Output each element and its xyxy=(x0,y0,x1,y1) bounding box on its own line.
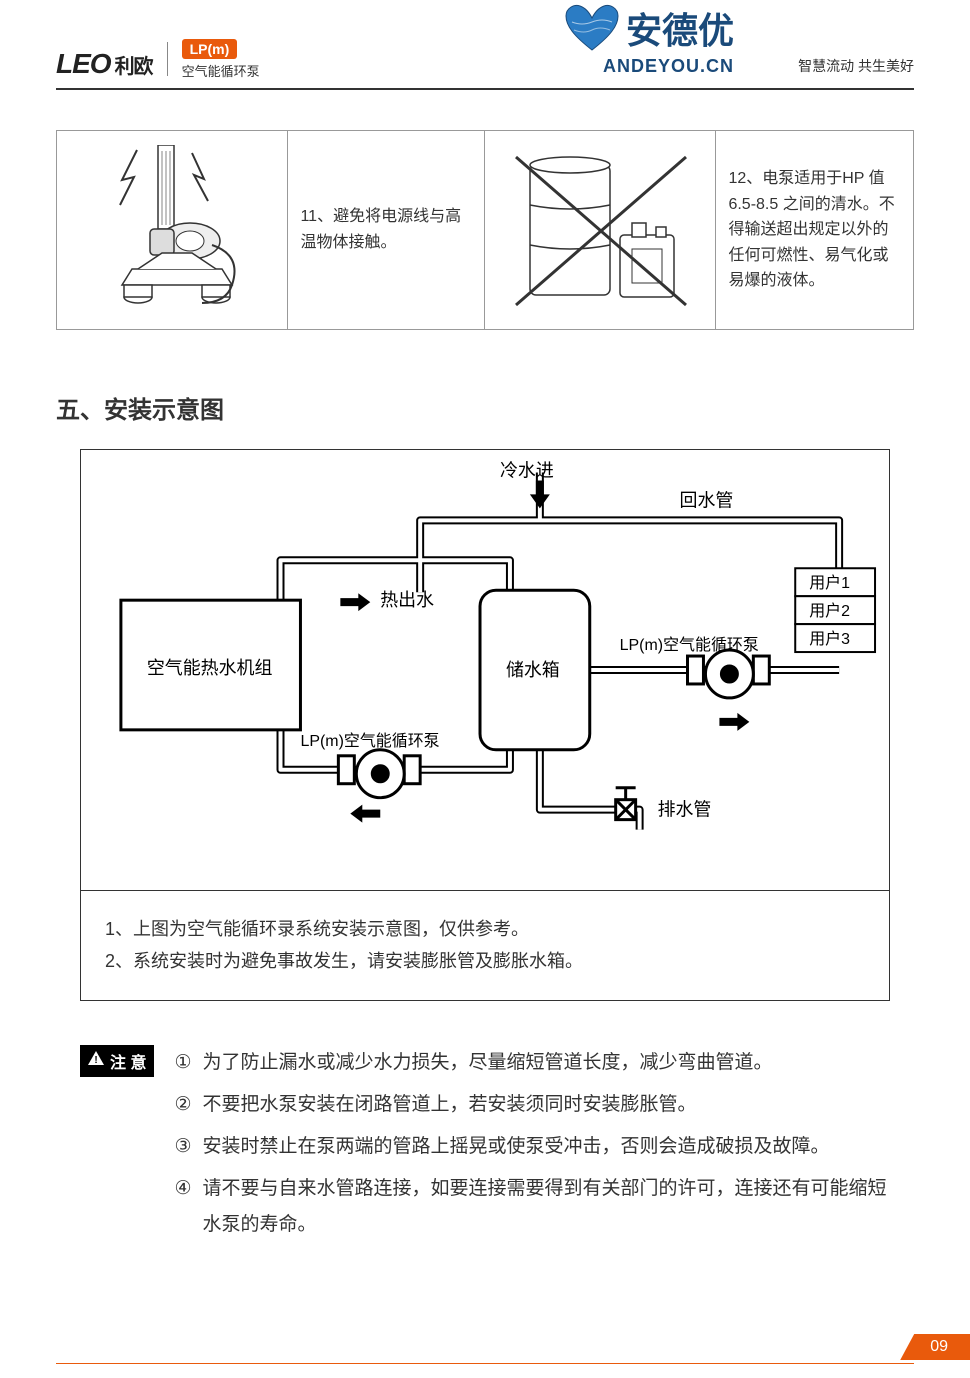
product-subtitle: 空气能循环泵 xyxy=(182,61,260,80)
label-user1: 用户1 xyxy=(809,574,850,592)
label-hot-out: 热出水 xyxy=(380,590,434,610)
label-pump-right: LP(m)空气能循环泵 xyxy=(620,636,759,654)
no-flammable-icon xyxy=(500,145,700,315)
warning-12-image xyxy=(485,131,716,329)
pump-hot-icon xyxy=(82,145,262,315)
header-divider xyxy=(167,42,168,76)
page-header: LEO利欧 LP(m) 空气能循环泵 安德优 ANDEYOU.CN 智慧流动 共… xyxy=(56,0,914,90)
notice-text-3: 安装时禁止在泵两端的管路上摇晃或使泵受冲击，否则会造成破损及故障。 xyxy=(202,1129,890,1165)
installation-diagram-box: 冷水进 回水管 用户1 用户2 用户3 热出水 储水箱 LP(m)空气能循环泵 … xyxy=(80,449,890,1001)
label-pump-left: LP(m)空气能循环泵 xyxy=(300,732,439,750)
notice-num-2: ② xyxy=(174,1087,202,1123)
notice-text-4: 请不要与自来水管路连接，如要连接需要得到有关部门的许可，连接还有可能缩短水泵的寿… xyxy=(202,1171,890,1243)
product-badge: LP(m) xyxy=(182,39,238,59)
warning-icon: ! xyxy=(88,1051,104,1070)
warning-row: 11、避免将电源线与高温物体接触。 12、电泵适用于HP 值 6.5-8.5 之… xyxy=(56,130,914,330)
page-number: 09 xyxy=(900,1334,970,1360)
distributor-name: 安德优 xyxy=(626,2,734,54)
diagram-note-1: 1、上图为空气能循环录系统安装示意图，仅供参考。 xyxy=(105,913,865,945)
label-return-pipe: 回水管 xyxy=(680,490,734,510)
svg-text:!: ! xyxy=(94,1055,97,1065)
distributor-logo: 安德优 xyxy=(564,2,734,54)
diagram-notes: 1、上图为空气能循环录系统安装示意图，仅供参考。 2、系统安装时为避免事故发生，… xyxy=(81,890,889,1000)
label-user3: 用户3 xyxy=(809,630,850,648)
brand-cn: 利欧 xyxy=(115,56,153,78)
label-drain: 排水管 xyxy=(658,800,712,820)
brand-logo: LEO利欧 xyxy=(56,48,153,80)
section-title: 五、安装示意图 xyxy=(56,390,914,425)
label-heater: 空气能热水机组 xyxy=(147,658,273,678)
diagram-note-2: 2、系统安装时为避免事故发生，请安装膨胀管及膨胀水箱。 xyxy=(105,945,865,977)
notice-item: ④请不要与自来水管路连接，如要连接需要得到有关部门的许可，连接还有可能缩短水泵的… xyxy=(174,1171,890,1243)
notice-label: 注 意 xyxy=(110,1049,146,1073)
notice-text-1: 为了防止漏水或减少水力损失，尽量缩短管道长度，减少弯曲管道。 xyxy=(202,1045,890,1081)
installation-diagram: 冷水进 回水管 用户1 用户2 用户3 热出水 储水箱 LP(m)空气能循环泵 … xyxy=(81,450,889,890)
notice-badge: ! 注 意 xyxy=(80,1045,154,1077)
notice-item: ②不要把水泵安装在闭路管道上，若安装须同时安装膨胀管。 xyxy=(174,1087,890,1123)
warning-11-text: 11、避免将电源线与高温物体接触。 xyxy=(288,131,485,329)
product-badge-group: LP(m) 空气能循环泵 xyxy=(182,39,260,80)
notice-num-1: ① xyxy=(174,1045,202,1081)
notice-num-3: ③ xyxy=(174,1129,202,1165)
notice-item: ③安装时禁止在泵两端的管路上摇晃或使泵受冲击，否则会造成破损及故障。 xyxy=(174,1129,890,1165)
notice-list: ①为了防止漏水或减少水力损失，尽量缩短管道长度，减少弯曲管道。 ②不要把水泵安装… xyxy=(174,1045,890,1249)
notice-block: ! 注 意 ①为了防止漏水或减少水力损失，尽量缩短管道长度，减少弯曲管道。 ②不… xyxy=(80,1045,890,1249)
footer-rule xyxy=(56,1363,914,1364)
label-cold-in: 冷水进 xyxy=(500,460,554,480)
notice-num-4: ④ xyxy=(174,1171,202,1243)
notice-text-2: 不要把水泵安装在闭路管道上，若安装须同时安装膨胀管。 xyxy=(202,1087,890,1123)
label-tank: 储水箱 xyxy=(506,660,560,680)
tagline: 智慧流动 共生美好 xyxy=(798,56,914,76)
notice-item: ①为了防止漏水或减少水力损失，尽量缩短管道长度，减少弯曲管道。 xyxy=(174,1045,890,1081)
heart-icon xyxy=(564,4,620,52)
brand-en: LEO xyxy=(56,48,111,79)
label-user2: 用户2 xyxy=(809,602,850,620)
warning-12-text: 12、电泵适用于HP 值 6.5-8.5 之间的清水。不得输送超出规定以外的任何… xyxy=(716,131,913,329)
distributor-url: ANDEYOU.CN xyxy=(603,56,734,77)
warning-11-image xyxy=(57,131,288,329)
